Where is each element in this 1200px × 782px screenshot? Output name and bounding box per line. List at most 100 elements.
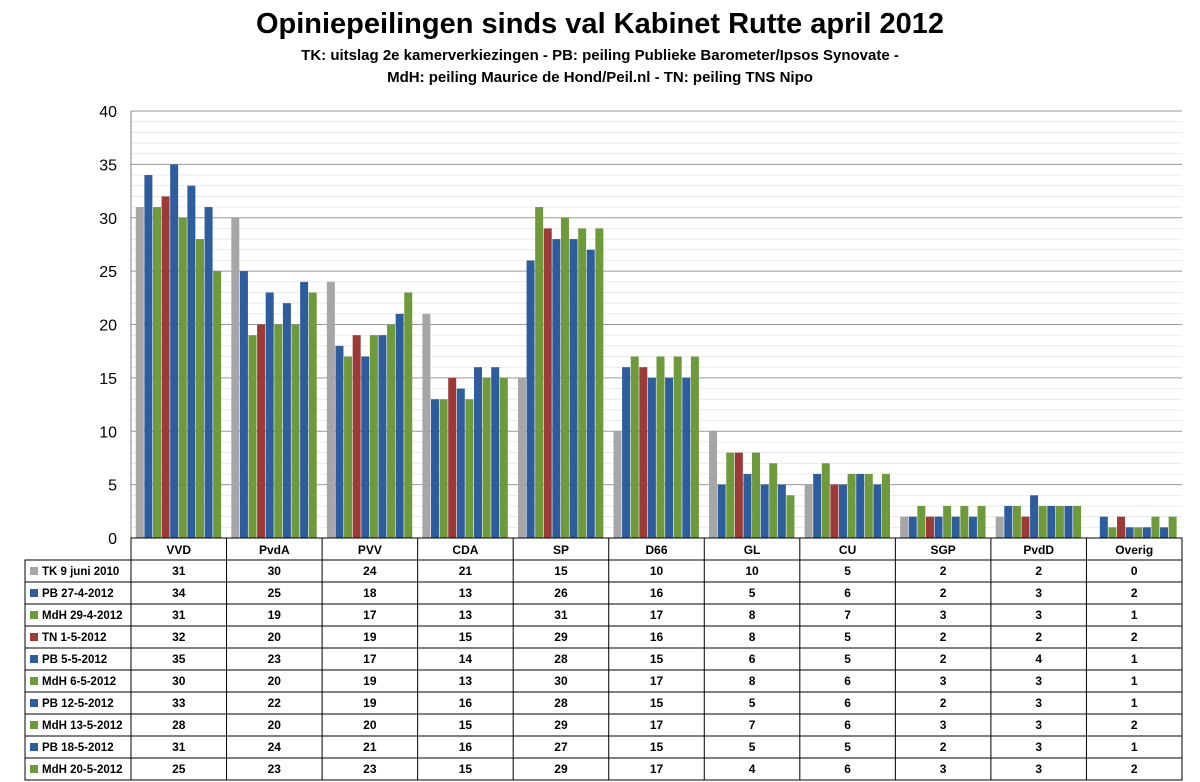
y-tick-label: 5	[108, 478, 117, 495]
data-value: 17	[363, 608, 377, 622]
bar	[769, 463, 778, 538]
data-value: 2	[940, 652, 947, 666]
data-value: 28	[554, 696, 568, 710]
bar	[786, 495, 795, 538]
bar	[560, 217, 569, 538]
bar	[752, 452, 761, 538]
data-value: 1	[1131, 740, 1138, 754]
bar	[195, 239, 204, 538]
data-value: 6	[844, 674, 851, 688]
legend-swatch	[30, 633, 38, 641]
bar	[517, 377, 526, 538]
data-value: 3	[940, 762, 947, 776]
legend-swatch	[30, 765, 38, 773]
category-label: PvdA	[259, 543, 290, 557]
data-value: 19	[363, 674, 377, 688]
bar	[482, 377, 491, 538]
bar	[239, 271, 248, 538]
data-value: 10	[745, 564, 759, 578]
data-value: 26	[554, 586, 568, 600]
bar	[1030, 495, 1039, 538]
data-value: 15	[459, 762, 473, 776]
data-value: 35	[172, 652, 186, 666]
data-value: 3	[1035, 762, 1042, 776]
bar	[1099, 516, 1108, 538]
chart-subtitle-line-1: TK: uitslag 2e kamerverkiezingen - PB: p…	[301, 47, 899, 64]
data-value: 27	[554, 740, 568, 754]
data-value: 33	[172, 696, 186, 710]
data-value: 2	[1131, 718, 1138, 732]
data-value: 31	[172, 608, 186, 622]
legend-label: TK 9 juni 2010	[42, 566, 119, 578]
data-value: 8	[749, 630, 756, 644]
bar	[499, 377, 508, 538]
bar	[968, 516, 977, 538]
data-value: 28	[172, 718, 186, 732]
data-value: 6	[749, 652, 756, 666]
bar	[161, 196, 170, 538]
data-value: 6	[844, 696, 851, 710]
bar	[673, 356, 682, 538]
data-value: 2	[940, 586, 947, 600]
legend-label: PB 18-5-2012	[42, 742, 114, 754]
bar	[526, 260, 535, 538]
data-value: 20	[268, 718, 282, 732]
data-value: 15	[650, 740, 664, 754]
bar	[838, 484, 847, 538]
data-value: 29	[554, 718, 568, 732]
data-value: 31	[172, 564, 186, 578]
bar	[977, 505, 986, 538]
bar	[830, 484, 839, 538]
data-value: 13	[459, 674, 473, 688]
bar	[995, 516, 1004, 538]
data-value: 2	[940, 696, 947, 710]
data-value: 19	[363, 630, 377, 644]
bar	[665, 377, 674, 538]
bar	[395, 313, 404, 538]
bar	[1064, 505, 1073, 538]
bar	[448, 377, 457, 538]
data-value: 30	[268, 564, 282, 578]
data-value: 3	[1035, 674, 1042, 688]
bar	[335, 345, 344, 538]
data-value: 0	[1131, 564, 1138, 578]
bar	[622, 367, 631, 538]
data-value: 5	[749, 696, 756, 710]
data-value: 16	[459, 740, 473, 754]
bar	[308, 292, 317, 538]
bar	[717, 484, 726, 538]
legend-label: MdH 29-4-2012	[42, 610, 123, 622]
legend-swatch	[30, 721, 38, 729]
bar	[900, 516, 909, 538]
bar	[821, 463, 830, 538]
data-value: 17	[650, 608, 664, 622]
bar	[344, 356, 353, 538]
y-axis-ticks: 0 5 10 15 20 25 30 35 40	[99, 104, 117, 548]
bar	[352, 335, 361, 538]
bar	[178, 217, 187, 538]
data-value: 32	[172, 630, 186, 644]
bar	[1073, 505, 1082, 538]
bar	[1142, 527, 1151, 538]
legend-swatch	[30, 677, 38, 685]
data-value: 14	[459, 652, 473, 666]
bar	[647, 377, 656, 538]
bar	[257, 324, 266, 538]
data-value: 3	[1035, 718, 1042, 732]
data-value: 8	[749, 674, 756, 688]
bar	[378, 335, 387, 538]
data-value: 1	[1131, 696, 1138, 710]
bar	[569, 239, 578, 538]
data-value: 17	[650, 674, 664, 688]
legend-label: PB 5-5-2012	[42, 654, 107, 666]
data-value: 16	[650, 586, 664, 600]
data-value: 15	[554, 564, 568, 578]
bar	[248, 335, 257, 538]
bar	[743, 473, 752, 538]
bar	[543, 228, 552, 539]
bar	[908, 516, 917, 538]
bar	[1160, 527, 1169, 538]
data-value: 18	[363, 586, 377, 600]
data-value: 1	[1131, 608, 1138, 622]
